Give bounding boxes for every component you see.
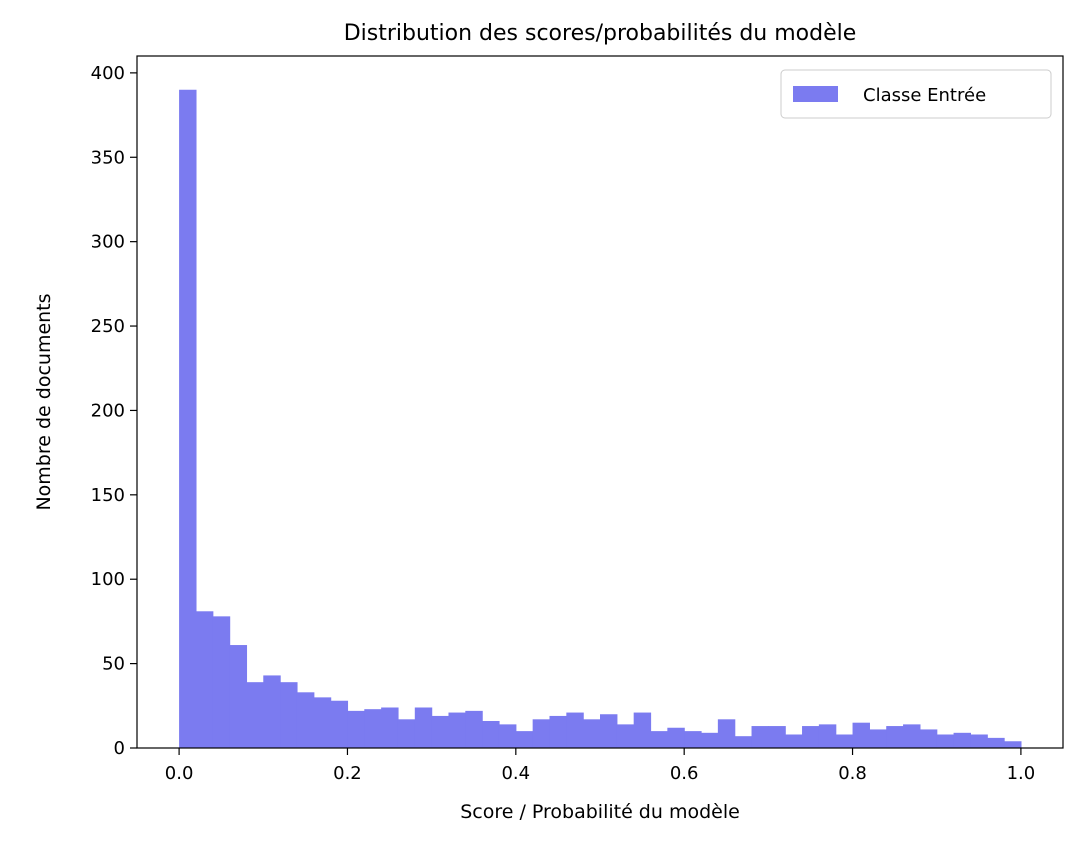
histogram-bar [296,692,315,748]
histogram-bar [684,731,702,748]
axes-frame [136,55,1064,749]
histogram-bar [734,736,753,748]
histogram-bar [835,734,854,748]
y-tick-label: 100 [91,569,125,590]
histogram-bar [566,712,584,748]
y-tick-label: 150 [91,485,125,506]
histogram-bar [970,734,988,748]
y-tick-label: 350 [91,147,125,168]
x-tick-label: 0.4 [501,763,530,784]
histogram-bar [600,714,618,748]
histogram-bar [465,710,483,748]
y-tick-label: 250 [91,316,125,337]
histogram-bar [768,726,786,748]
histogram-bar [330,700,349,748]
histogram-bar [246,682,264,748]
histogram-bar [448,712,466,748]
histogram-bar [195,611,214,748]
y-axis-label: Nombre de documents [33,293,55,510]
y-tick-label: 300 [91,232,125,253]
histogram-bar [532,719,551,748]
x-tick-label: 0.8 [838,763,867,784]
histogram-bar [313,697,332,748]
histogram-bar [381,707,399,748]
histogram-bar [263,675,281,748]
histogram-bar [498,724,517,748]
histogram-bar [936,734,955,748]
histogram-bar [515,731,534,748]
x-tick-label: 0.6 [670,763,699,784]
y-tick-label: 50 [102,654,125,675]
histogram-bar [549,715,567,748]
histogram-bar [701,732,719,748]
x-tick-label: 0.2 [333,763,362,784]
histogram-bar [397,719,416,748]
histogram-bar [616,724,635,748]
histogram-bar [364,709,382,748]
histogram-bar [414,707,433,748]
histogram-bar [229,645,248,748]
histogram-bar [1004,741,1022,748]
legend: Classe Entrée [780,69,1052,119]
y-tick-label: 200 [91,400,125,421]
histogram-bar [869,729,887,748]
histogram-bar [667,727,685,748]
histogram-bar [852,722,870,748]
y-tick-label: 0 [114,738,125,759]
legend-swatch [793,86,838,102]
histogram-bar [280,682,298,748]
histogram-bar [482,720,500,748]
histogram-bar [717,719,736,748]
x-axis-ticks: 0.0 0.2 0.4 0.6 0.8 1.0 [165,748,1035,784]
histogram-bar [802,726,820,748]
histogram-bar [886,726,904,748]
histogram-bar [751,726,769,748]
histogram-bars [179,89,1022,748]
x-tick-label: 1.0 [1007,763,1036,784]
histogram-bar [179,89,197,748]
histogram-bar [987,737,1005,748]
histogram-bar [633,712,652,748]
x-tick-label: 0.0 [165,763,194,784]
histogram-bar [785,734,803,748]
y-tick-label: 400 [91,63,125,84]
histogram-bar [919,729,938,748]
histogram-bar [431,715,450,748]
histogram-bar [650,731,668,748]
histogram-bar [953,732,971,748]
legend-frame [780,69,1052,119]
histogram-bar [818,724,837,748]
x-axis-label: Score / Probabilité du modèle [460,801,740,823]
histogram-bar [347,710,365,748]
histogram-bar [212,616,231,748]
chart-title: Distribution des scores/probabilités du … [344,21,857,46]
legend-label: Classe Entrée [863,85,986,106]
histogram-bar [583,719,601,748]
y-axis-ticks: 0 50 100 150 200 250 300 350 400 [91,63,137,759]
histogram-bar [903,724,921,748]
